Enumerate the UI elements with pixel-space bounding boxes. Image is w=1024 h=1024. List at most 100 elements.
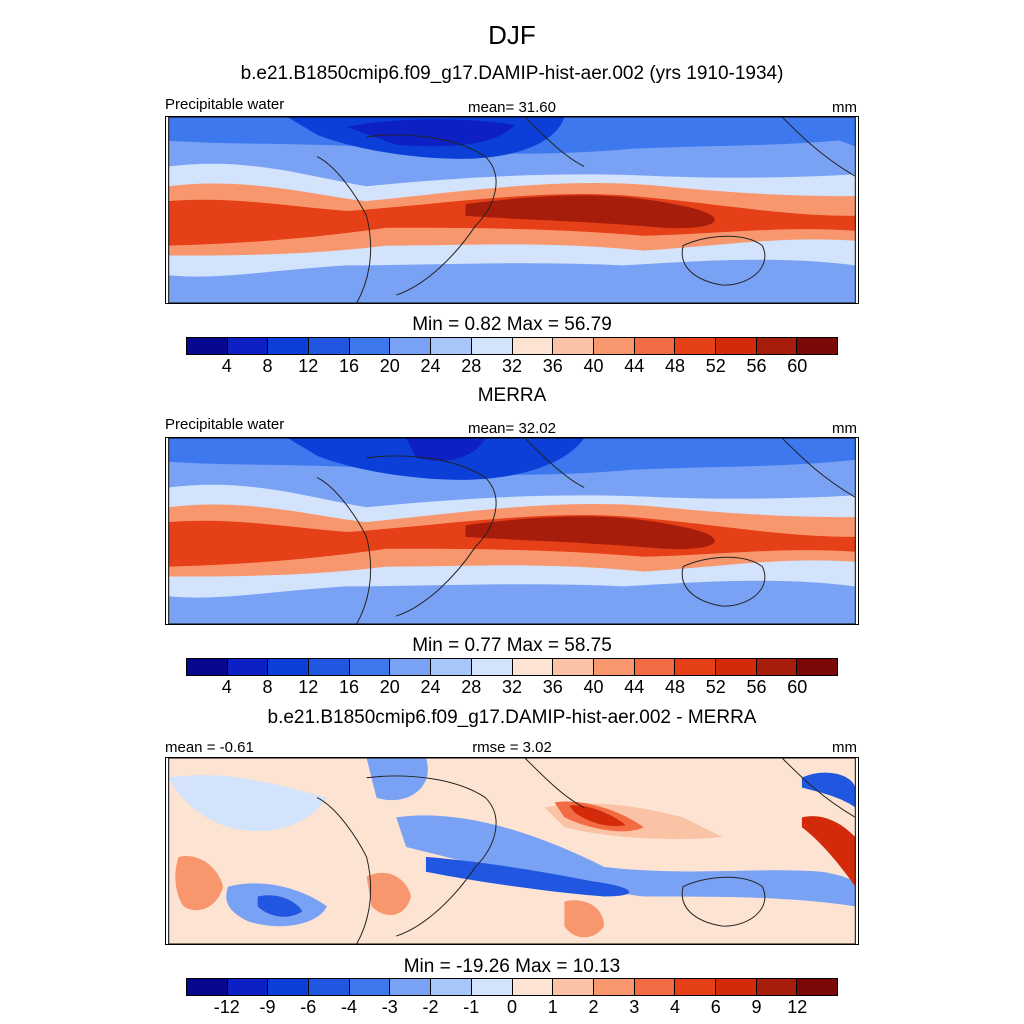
colorbar-swatch bbox=[715, 338, 757, 354]
colorbar-swatch bbox=[227, 338, 269, 354]
colorbar-tick-label: 3 bbox=[629, 997, 640, 1017]
colorbar-tick-label: 20 bbox=[379, 677, 400, 697]
panel-model-map bbox=[165, 116, 859, 304]
colorbar-swatch bbox=[512, 979, 554, 995]
panel-diff-map bbox=[165, 757, 859, 945]
colorbar-swatch bbox=[431, 659, 472, 675]
colorbar-tick-label: 24 bbox=[420, 356, 441, 376]
panel-diff-minmax: Min = -19.26 Max = 10.13 bbox=[403, 956, 621, 977]
panel-model-subtitle: b.e21.B1850cmip6.f09_g17.DAMIP-hist-aer.… bbox=[240, 63, 784, 84]
panel-model-left-label: Precipitable water bbox=[165, 96, 285, 113]
colorbar-tick-label: 60 bbox=[787, 677, 808, 697]
panel-merra-colorbar bbox=[186, 658, 838, 676]
colorbar-swatch bbox=[309, 338, 350, 354]
colorbar-tick-label: 36 bbox=[542, 356, 563, 376]
colorbar-swatch bbox=[187, 338, 228, 354]
colorbar-tick-label: 4 bbox=[669, 997, 681, 1017]
colorbar-tick-label: 32 bbox=[501, 677, 523, 697]
colorbar-tick-label: 16 bbox=[338, 356, 360, 376]
colorbar-tick-label: 0 bbox=[506, 997, 518, 1017]
colorbar-swatch bbox=[431, 979, 472, 995]
colorbar-swatch bbox=[512, 659, 554, 675]
colorbar-tick-label: 40 bbox=[583, 677, 604, 697]
colorbar-swatch bbox=[390, 338, 432, 354]
colorbar-tick-label: 2 bbox=[588, 997, 599, 1017]
colorbar-swatch bbox=[187, 979, 228, 995]
colorbar-tick-label: 12 bbox=[298, 677, 319, 697]
colorbar-tick-label: 8 bbox=[262, 677, 273, 697]
colorbar-swatch bbox=[634, 979, 676, 995]
colorbar-tick-label: -6 bbox=[300, 997, 317, 1017]
panel-model-mean-label: mean= 31.60 bbox=[468, 99, 556, 116]
colorbar-tick-label: 48 bbox=[664, 356, 686, 376]
colorbar-swatch bbox=[512, 338, 554, 354]
colorbar-swatch bbox=[675, 338, 716, 354]
colorbar-swatch bbox=[593, 659, 635, 675]
colorbar-tick-label: 60 bbox=[787, 356, 808, 376]
colorbar-tick-label: 36 bbox=[542, 677, 563, 697]
colorbar-tick-label: 12 bbox=[298, 356, 319, 376]
panel-merra-map bbox=[165, 437, 859, 625]
colorbar-tick-label: 40 bbox=[583, 356, 604, 376]
panel-merra-left-label: Precipitable water bbox=[165, 416, 285, 433]
colorbar-swatch bbox=[593, 979, 635, 995]
panel-diff-rmse-label: rmse = 3.02 bbox=[472, 739, 552, 756]
panel-merra-colorbar-ticks: 4 8 12 16 20 24 28 32 36 40 44 48 52 56 60 bbox=[186, 677, 838, 701]
colorbar-swatch bbox=[268, 338, 310, 354]
colorbar-swatch bbox=[471, 659, 513, 675]
colorbar-swatch bbox=[797, 338, 837, 354]
colorbar-swatch bbox=[227, 659, 269, 675]
colorbar-swatch bbox=[715, 659, 757, 675]
colorbar-tick-label: 12 bbox=[787, 997, 808, 1017]
panel-merra-units-label: mm bbox=[832, 420, 857, 437]
colorbar-swatch bbox=[471, 979, 513, 995]
panel-merra-minmax: Min = 0.77 Max = 58.75 bbox=[412, 635, 612, 656]
colorbar-swatch bbox=[309, 659, 350, 675]
colorbar-tick-label: -12 bbox=[213, 997, 240, 1017]
colorbar-tick-label: 48 bbox=[664, 677, 686, 697]
colorbar-tick-label: 8 bbox=[262, 356, 273, 376]
colorbar-swatch bbox=[553, 979, 594, 995]
colorbar-swatch bbox=[431, 338, 472, 354]
colorbar-swatch bbox=[390, 979, 432, 995]
colorbar-tick-label: 52 bbox=[705, 356, 726, 376]
panel-diff-units-label: mm bbox=[832, 739, 857, 756]
colorbar-tick-label: 32 bbox=[501, 356, 523, 376]
colorbar-tick-label: -2 bbox=[422, 997, 439, 1017]
colorbar-swatch bbox=[309, 979, 350, 995]
colorbar-swatch bbox=[756, 338, 798, 354]
colorbar-tick-label: 28 bbox=[461, 356, 482, 376]
colorbar-swatch bbox=[553, 659, 594, 675]
colorbar-swatch bbox=[227, 979, 269, 995]
panel-model-minmax: Min = 0.82 Max = 56.79 bbox=[412, 314, 612, 335]
colorbar-swatch bbox=[797, 979, 837, 995]
colorbar-tick-label: 16 bbox=[338, 677, 360, 697]
colorbar-tick-label: -4 bbox=[340, 997, 358, 1017]
colorbar-tick-label: 9 bbox=[751, 997, 762, 1017]
panel-model-units-label: mm bbox=[832, 99, 857, 116]
colorbar-tick-label: 6 bbox=[710, 997, 721, 1017]
colorbar-swatch bbox=[268, 659, 310, 675]
colorbar-tick-label: -9 bbox=[259, 997, 276, 1017]
colorbar-tick-label: 56 bbox=[746, 677, 767, 697]
panel-diff-colorbar-ticks: -12 -9 -6 -4 -3 -2 -1 0 1 2 3 4 6 9 12 bbox=[186, 997, 838, 1021]
colorbar-swatch bbox=[756, 979, 798, 995]
colorbar-swatch bbox=[797, 659, 837, 675]
colorbar-tick-label: -3 bbox=[381, 997, 398, 1017]
colorbar-tick-label: 28 bbox=[461, 677, 482, 697]
panel-merra-subtitle: MERRA bbox=[477, 385, 547, 406]
colorbar-swatch bbox=[675, 979, 716, 995]
colorbar-swatch bbox=[268, 979, 310, 995]
colorbar-tick-label: 4 bbox=[221, 356, 232, 376]
colorbar-tick-label: 1 bbox=[547, 997, 558, 1017]
panel-diff-subtitle: b.e21.B1850cmip6.f09_g17.DAMIP-hist-aer.… bbox=[267, 707, 757, 728]
colorbar-swatch bbox=[756, 659, 798, 675]
colorbar-tick-label: 24 bbox=[420, 677, 441, 697]
panel-model-colorbar bbox=[186, 337, 838, 355]
colorbar-swatch bbox=[634, 659, 676, 675]
colorbar-tick-label: -1 bbox=[463, 997, 480, 1017]
figure-title: DJF bbox=[488, 20, 536, 50]
panel-diff-mean-label: mean = -0.61 bbox=[165, 739, 254, 756]
colorbar-swatch bbox=[715, 979, 757, 995]
colorbar-tick-label: 20 bbox=[379, 356, 400, 376]
